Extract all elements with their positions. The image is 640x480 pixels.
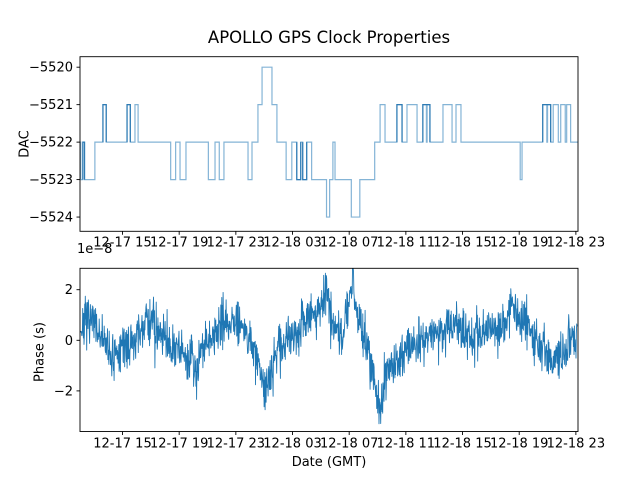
x-tick-label: 12-17 15: [93, 437, 151, 452]
dac-step-line-overlay: [82, 141, 86, 180]
y-tick-label: −5524: [29, 211, 73, 226]
dac-y-axis-label: DAC: [17, 130, 33, 158]
x-tick-label: 12-18 23: [547, 437, 605, 452]
x-tick-label: 12-18 11: [377, 236, 435, 251]
x-tick-label: 12-18 07: [320, 437, 378, 452]
x-tick-label: 12-18 15: [433, 437, 491, 452]
y-tick-label: −5522: [29, 136, 73, 151]
x-tick-label: 12-18 11: [377, 437, 435, 452]
phase-offset-text: 1e−8: [77, 242, 113, 257]
dac-step-line-overlay: [542, 104, 552, 143]
x-tick-label: 12-18 03: [263, 437, 321, 452]
x-tick-label: 12-17 19: [150, 437, 208, 452]
y-tick-label: −5520: [29, 61, 73, 76]
axes-frame: [79, 267, 579, 432]
dac-step-line-overlay: [422, 104, 431, 143]
y-tick-label: 2: [65, 283, 73, 298]
x-tick-label: 12-18 07: [320, 236, 378, 251]
x-tick-label: 12-18 19: [490, 437, 548, 452]
dac-step-line-overlay: [126, 104, 131, 143]
x-tick-label: 12-18 15: [433, 236, 491, 251]
y-tick-label: −5521: [29, 98, 73, 113]
phase-y-axis-label: Phase (s): [32, 322, 48, 382]
axes-frame: [79, 56, 579, 232]
phase-line: [80, 268, 578, 425]
x-tick-label: 12-18 03: [263, 236, 321, 251]
dac-step-line-overlay: [396, 104, 403, 143]
dac-step-line: [80, 66, 578, 218]
x-tick-label: 12-18 19: [490, 236, 548, 251]
y-tick-label: 0: [65, 334, 73, 349]
x-axis-label: Date (GMT): [291, 455, 367, 470]
dac-step-line-overlay: [296, 142, 302, 181]
x-tick-label: 12-17 19: [150, 236, 208, 251]
dac-step-line-overlay: [102, 104, 107, 143]
chart-title: APOLLO GPS Clock Properties: [207, 28, 451, 47]
x-tick-label: 12-17 15: [93, 236, 151, 251]
x-tick-label: 12-17 23: [207, 236, 265, 251]
y-tick-label: −5523: [29, 173, 73, 188]
x-tick-label: 12-18 23: [547, 236, 605, 251]
x-tick-label: 12-17 23: [207, 437, 265, 452]
dac-step-line-overlay: [302, 142, 308, 181]
y-tick-label: −2: [54, 384, 73, 399]
